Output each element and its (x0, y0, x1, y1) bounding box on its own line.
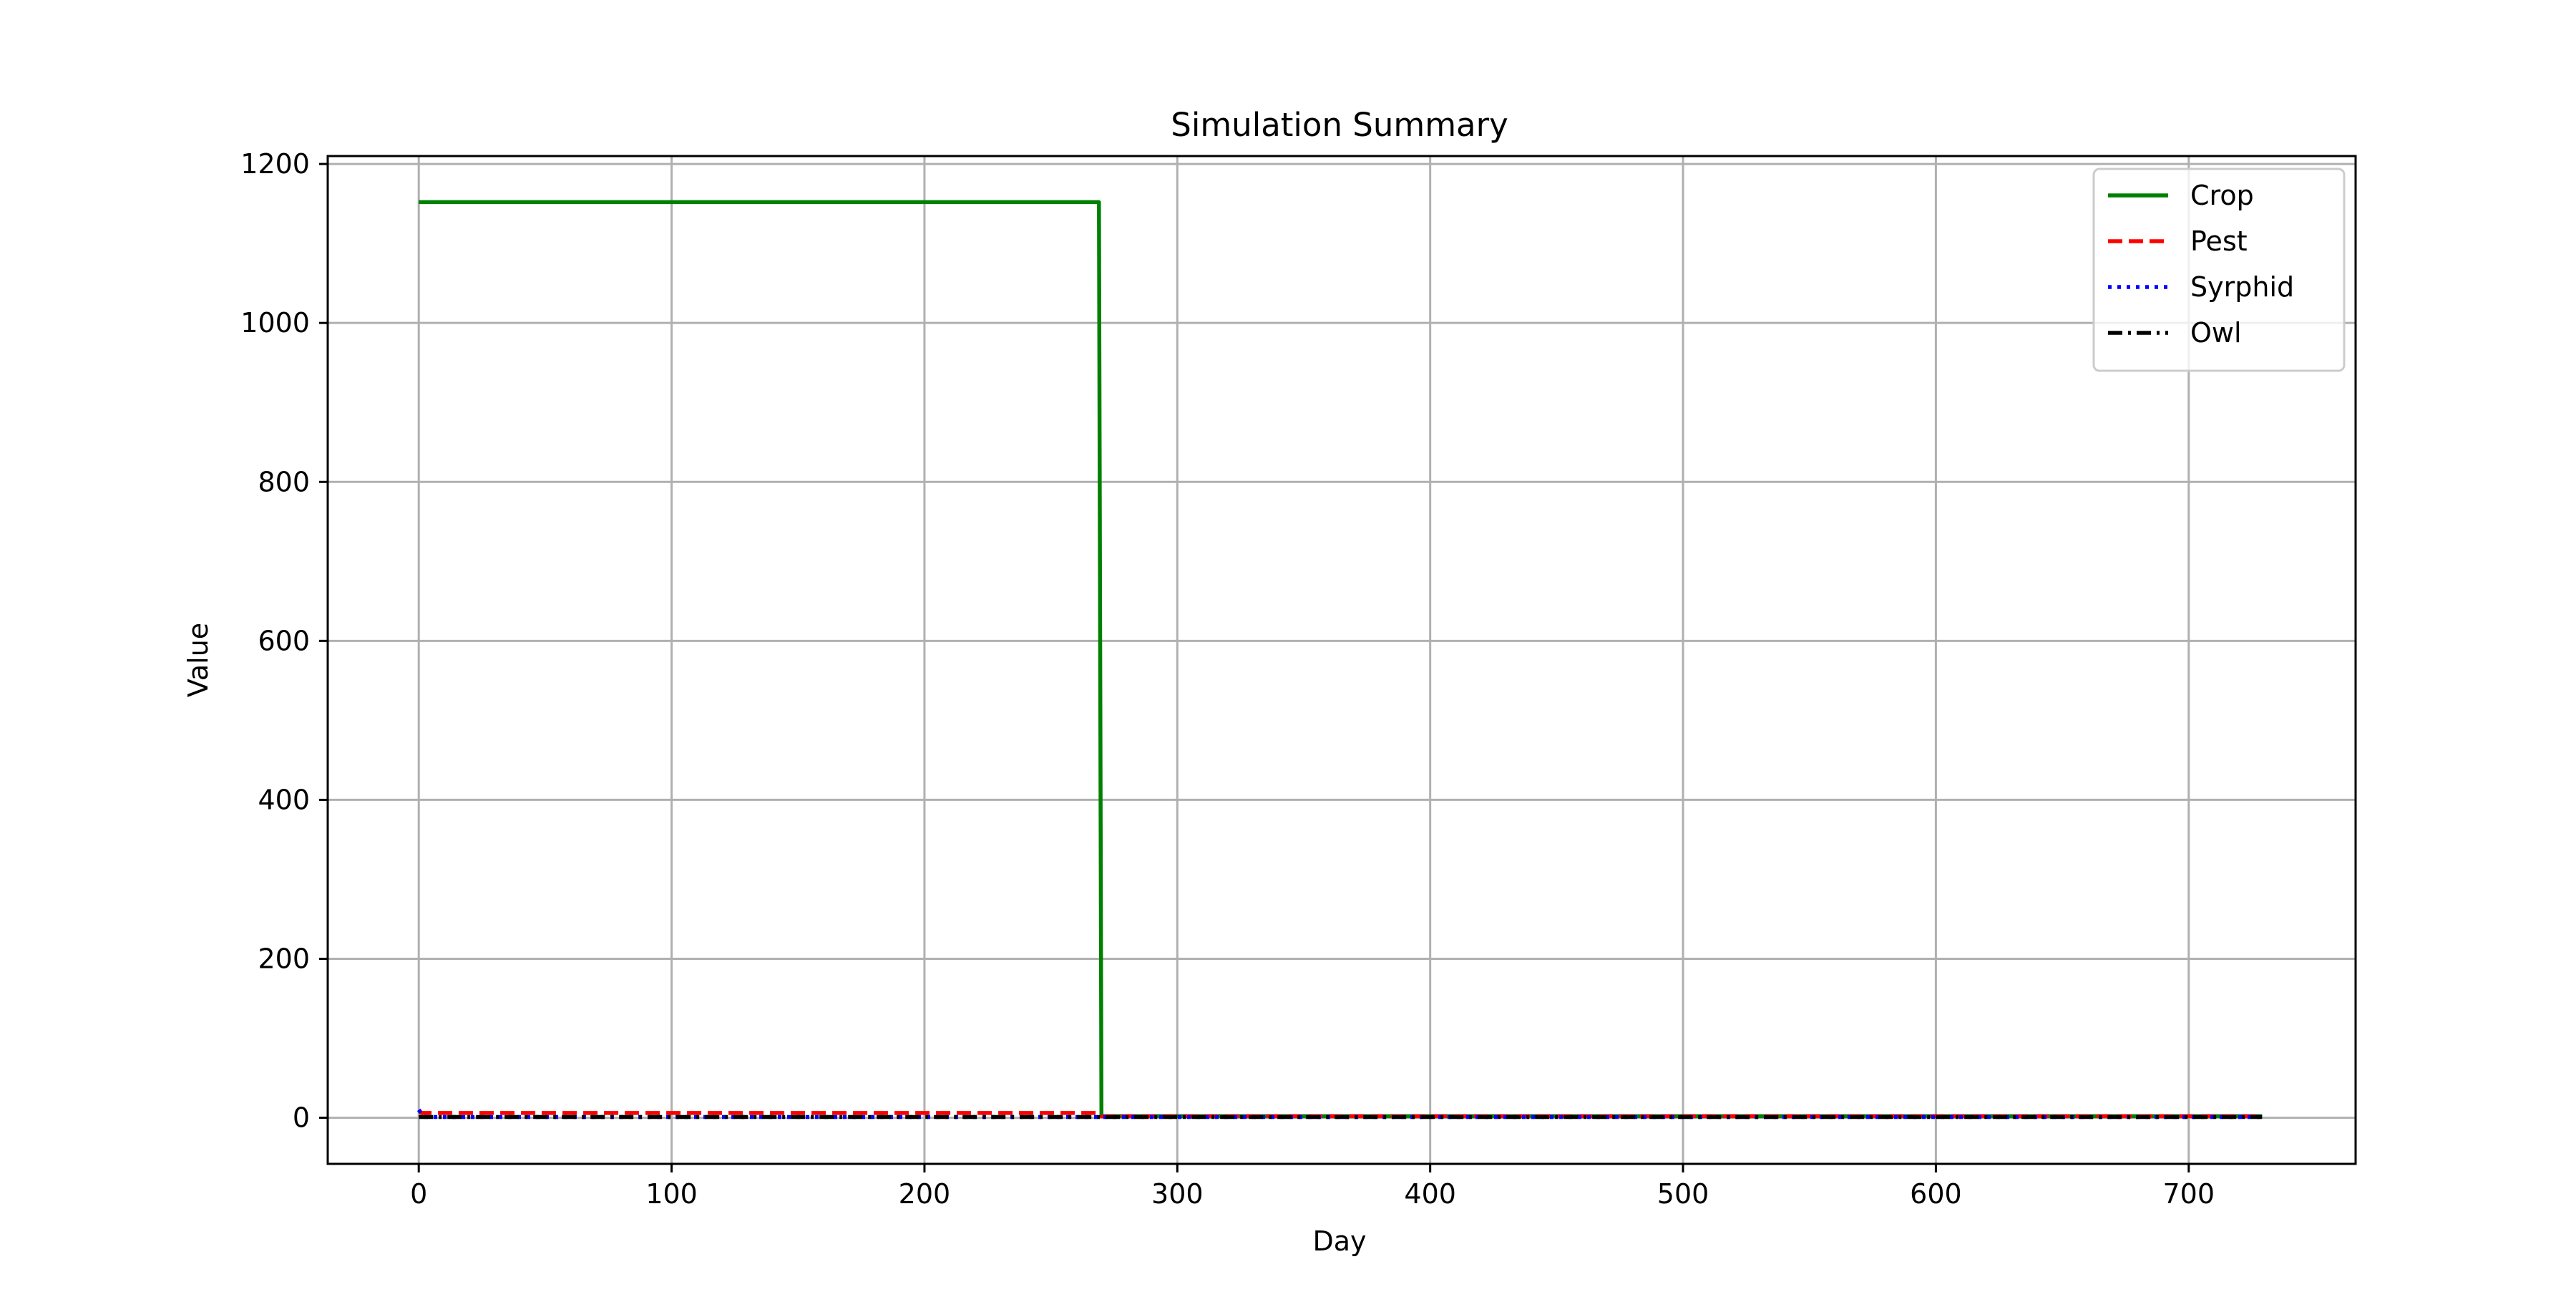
legend-label-syrphid: Syrphid (2190, 271, 2294, 303)
legend-box (2092, 167, 2346, 372)
legend-label-crop: Crop (2190, 180, 2254, 211)
y-tick-label: 200 (258, 943, 310, 975)
y-axis-label: Value (182, 623, 214, 697)
x-tick-label: 200 (899, 1178, 951, 1210)
chart-title: Simulation Summary (1171, 106, 1508, 144)
y-tick-label: 600 (258, 625, 310, 656)
y-tick-label: 800 (258, 466, 310, 497)
y-tick-label: 0 (293, 1102, 310, 1134)
y-tick-label: 1200 (240, 148, 310, 180)
series-lines (416, 200, 2263, 1119)
x-axis-label: Day (1312, 1225, 1366, 1257)
axis-ticks: 0 100 200 300 400 500 600 700 0 200 400 600 800 1000 1… (240, 148, 2215, 1210)
legend-label-owl: Owl (2190, 317, 2242, 349)
y-tick-label: 1000 (240, 307, 310, 339)
series-line-syrphid (416, 1108, 2263, 1119)
x-tick-label: 500 (1657, 1178, 1709, 1210)
x-tick-label: 600 (1910, 1178, 1962, 1210)
x-tick-label: 300 (1151, 1178, 1204, 1210)
x-tick-label: 700 (2163, 1178, 2215, 1210)
y-tick-label: 400 (258, 784, 310, 815)
x-tick-label: 400 (1404, 1178, 1456, 1210)
legend: Crop Pest Syrphid Owl (2092, 167, 2346, 372)
legend-label-pest: Pest (2190, 225, 2248, 257)
x-tick-label: 100 (645, 1178, 698, 1210)
plot-frame (326, 155, 2357, 1165)
x-tick-label: 0 (410, 1178, 427, 1210)
